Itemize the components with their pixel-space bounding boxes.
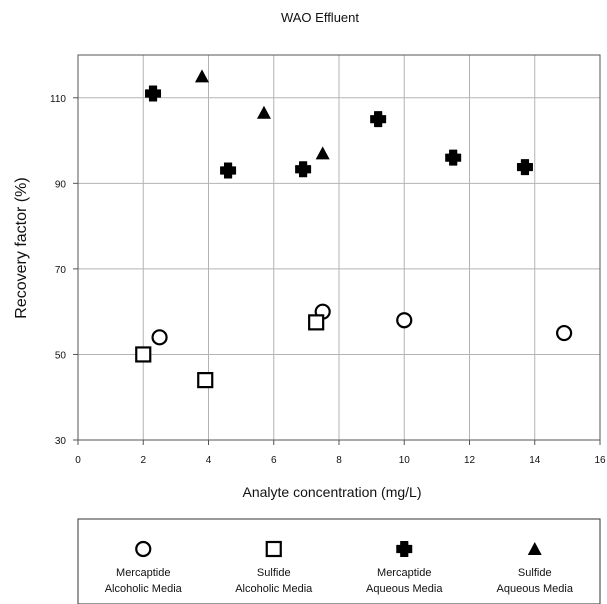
y-tick-label-3: 90 bbox=[55, 179, 67, 190]
data-point-s2-4 bbox=[445, 149, 462, 166]
data-point-s2-2 bbox=[295, 161, 312, 178]
data-point-s3-0 bbox=[194, 69, 209, 83]
y-axis-label: Recovery factor (%) bbox=[13, 177, 30, 318]
legend-label-line2-3: Aqueous Media bbox=[497, 583, 574, 595]
y-tick-label-0: 30 bbox=[55, 436, 67, 447]
data-point-s2-1 bbox=[220, 162, 237, 179]
grid-lines bbox=[78, 55, 600, 440]
x-tick-label-1: 2 bbox=[140, 455, 146, 466]
data-point-s1-2 bbox=[308, 314, 325, 331]
data-point-s2-0 bbox=[145, 85, 162, 102]
legend-label-line2-0: Alcoholic Media bbox=[105, 583, 183, 595]
x-tick-label-5: 10 bbox=[399, 455, 411, 466]
y-tick-label-4: 110 bbox=[50, 94, 66, 105]
data-point-s3-2 bbox=[315, 146, 330, 160]
x-tick-label-2: 4 bbox=[206, 455, 212, 466]
legend-label-line2-2: Aqueous Media bbox=[366, 583, 443, 595]
x-tick-label-6: 12 bbox=[464, 455, 476, 466]
legend-label-line1-0: Mercaptide bbox=[116, 567, 170, 579]
x-tick-label-0: 0 bbox=[75, 455, 81, 466]
legend-label-line2-1: Alcoholic Media bbox=[235, 583, 313, 595]
x-tick-label-4: 8 bbox=[336, 455, 342, 466]
y-tick-label-1: 50 bbox=[55, 350, 67, 361]
legend-item-0: Mercaptide Alcoholic Media bbox=[105, 540, 183, 595]
legend-box bbox=[77, 518, 601, 604]
legend-label-line1-1: Sulfide bbox=[257, 567, 291, 579]
chart-title: WAO Effluent bbox=[281, 10, 359, 25]
legend-marker-1 bbox=[265, 540, 282, 558]
data-point-s3-1 bbox=[256, 105, 271, 119]
legend-label-line1-2: Mercaptide bbox=[377, 567, 431, 579]
legend-item-3: Sulfide Aqueous Media bbox=[497, 542, 574, 595]
legend-item-2: Mercaptide Aqueous Media bbox=[366, 541, 443, 595]
axis-ticks: 0 2 4 6 8 10 12 14 16 30 50 70 90 110 bbox=[50, 94, 606, 466]
data-point-s1-1 bbox=[197, 372, 214, 389]
x-tick-label-7: 14 bbox=[529, 455, 541, 466]
legend: Mercaptide Alcoholic Media Sulfide Alcoholi… bbox=[77, 518, 601, 604]
data-point-s1-0 bbox=[135, 346, 152, 363]
data-point-s0-3 bbox=[556, 324, 573, 342]
legend-item-1: Sulfide Alcoholic Media bbox=[235, 540, 313, 595]
data-point-s0-0 bbox=[151, 329, 168, 346]
x-tick-label-3: 6 bbox=[271, 455, 277, 466]
legend-marker-2 bbox=[396, 541, 413, 557]
legend-marker-3 bbox=[527, 542, 542, 555]
y-tick-label-2: 70 bbox=[55, 265, 67, 276]
data-points bbox=[135, 69, 573, 389]
x-tick-label-8: 16 bbox=[594, 455, 606, 466]
data-point-s2-5 bbox=[516, 159, 533, 176]
legend-label-line1-3: Sulfide bbox=[518, 567, 552, 579]
legend-marker-0 bbox=[135, 540, 152, 558]
x-axis-label: Analyte concentration (mg/L) bbox=[243, 484, 422, 500]
data-point-s2-3 bbox=[370, 111, 387, 128]
data-point-s0-2 bbox=[396, 312, 413, 329]
